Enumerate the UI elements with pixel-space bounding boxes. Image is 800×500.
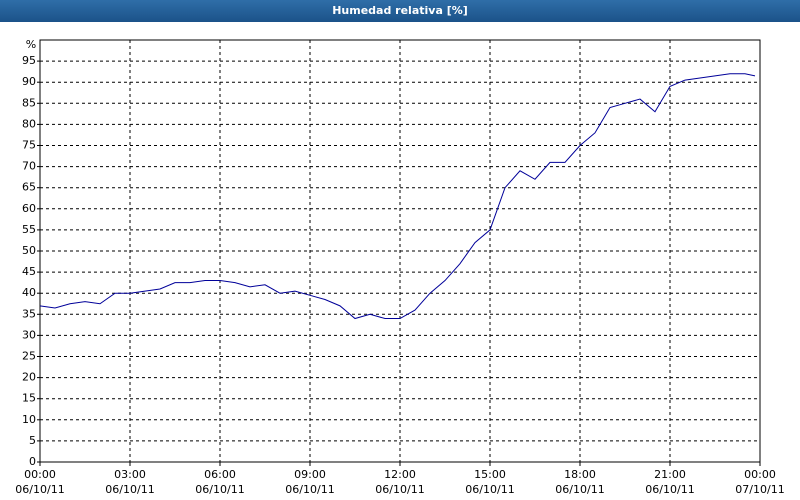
y-tick-label: 55 bbox=[22, 223, 36, 236]
y-tick-label: 30 bbox=[22, 328, 36, 341]
x-tick-label: 06/10/11 bbox=[645, 483, 694, 496]
x-tick-label: 18:00 bbox=[564, 468, 596, 481]
y-tick-label: 20 bbox=[22, 371, 36, 384]
x-tick-label: 00:00 bbox=[744, 468, 776, 481]
y-tick-label: 40 bbox=[22, 286, 36, 299]
y-tick-label: 80 bbox=[22, 117, 36, 130]
y-tick-label: 70 bbox=[22, 160, 36, 173]
title-bar: Humedad relativa [%] bbox=[0, 0, 800, 22]
y-tick-label: 75 bbox=[22, 139, 36, 152]
x-tick-label: 06/10/11 bbox=[285, 483, 334, 496]
x-tick-label: 03:00 bbox=[114, 468, 146, 481]
y-tick-label: 60 bbox=[22, 202, 36, 215]
x-tick-label: 06/10/11 bbox=[15, 483, 64, 496]
x-tick-label: 06/10/11 bbox=[465, 483, 514, 496]
y-axis-label: % bbox=[26, 38, 36, 51]
y-tick-label: 65 bbox=[22, 181, 36, 194]
y-tick-label: 5 bbox=[29, 434, 36, 447]
y-tick-label: 10 bbox=[22, 413, 36, 426]
x-tick-label: 06/10/11 bbox=[105, 483, 154, 496]
y-tick-label: 0 bbox=[29, 455, 36, 468]
x-tick-label: 06/10/11 bbox=[375, 483, 424, 496]
x-tick-label: 15:00 bbox=[474, 468, 506, 481]
x-tick-label: 06/10/11 bbox=[195, 483, 244, 496]
y-tick-label: 25 bbox=[22, 350, 36, 363]
x-tick-label: 00:00 bbox=[24, 468, 56, 481]
y-tick-label: 85 bbox=[22, 96, 36, 109]
x-tick-label: 12:00 bbox=[384, 468, 416, 481]
y-tick-label: 95 bbox=[22, 54, 36, 67]
x-tick-label: 06:00 bbox=[204, 468, 236, 481]
x-tick-label: 21:00 bbox=[654, 468, 686, 481]
data-line bbox=[39, 73, 756, 320]
y-tick-label: 50 bbox=[22, 244, 36, 257]
x-tick-label: 07/10/11 bbox=[735, 483, 784, 496]
y-tick-label: 90 bbox=[22, 75, 36, 88]
y-tick-label: 45 bbox=[22, 265, 36, 278]
x-tick-label: 09:00 bbox=[294, 468, 326, 481]
y-tick-label: 15 bbox=[22, 392, 36, 405]
y-tick-label: 35 bbox=[22, 307, 36, 320]
x-tick-label: 06/10/11 bbox=[555, 483, 604, 496]
